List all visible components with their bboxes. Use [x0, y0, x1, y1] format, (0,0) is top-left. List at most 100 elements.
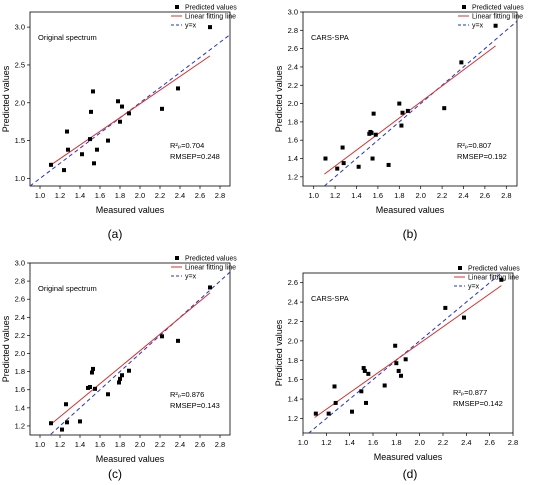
x-tick-label: 1.4	[75, 440, 85, 449]
linear-fit-line	[49, 55, 211, 166]
x-axis-label: Measured values	[96, 205, 165, 215]
linear-fit-line	[49, 292, 211, 426]
data-point	[90, 370, 94, 375]
x-tick-label: 2.0	[415, 191, 425, 200]
y-tick-label: 2.6	[288, 44, 298, 53]
x-axis-label: Measured values	[374, 452, 443, 462]
data-point	[160, 106, 164, 111]
data-point	[91, 89, 95, 94]
panel-label: (a)	[108, 227, 123, 241]
data-point	[313, 411, 318, 416]
data-point	[394, 361, 399, 366]
data-point	[369, 130, 374, 135]
rmsep-label: RMSEP=0.142	[453, 399, 503, 408]
x-tick-label: 2.8	[215, 191, 225, 200]
data-point	[62, 168, 66, 173]
x-tick-label: 1.2	[330, 191, 340, 200]
data-point	[386, 162, 391, 167]
y-tick-label: 2.0	[288, 336, 298, 345]
x-tick-label: 1.6	[95, 191, 105, 200]
legend-marker-predicted	[458, 266, 462, 270]
chart-panel-4: 1.0 1.2 1.4 1.6 1.8 2.0 2.2 2.4 2.6 2.8 1.2 1.4 1.6 1…	[274, 266, 520, 482]
x-tick-label: 1.8	[115, 191, 125, 200]
legend-label-predicted: Predicted values	[468, 266, 520, 273]
data-point	[106, 392, 110, 397]
x-tick-label: 1.8	[394, 191, 404, 200]
data-point	[89, 109, 93, 114]
inset-title: Original spectrum	[38, 284, 97, 293]
y-tick-label: 2.6	[288, 278, 298, 287]
plot-frame	[29, 262, 231, 436]
x-tick-label: 1.0	[35, 191, 45, 200]
chart-panel-3: 1.0 1.2 1.4 1.6 1.8 2.0 2.2 2.4 2.6 2.8 1.2 1.4 1.6 1…	[1, 256, 237, 482]
y-tick-label: 2.8	[15, 277, 25, 286]
data-point	[459, 60, 464, 65]
data-point	[176, 86, 180, 91]
x-tick-label: 2.2	[438, 438, 448, 447]
x-axis-label: Measured values	[376, 205, 445, 215]
data-point	[92, 161, 96, 166]
plot-frame	[29, 11, 231, 187]
data-point	[396, 368, 401, 373]
data-point	[91, 366, 95, 371]
x-tick-label: 2.4	[461, 438, 471, 447]
legend-label-predicted: Predicted values	[185, 256, 237, 263]
y-tick-label: 1.8	[288, 356, 298, 365]
x-tick-label: 2.8	[215, 440, 225, 449]
data-point	[442, 106, 447, 111]
y-tick-label: 2.0	[15, 349, 25, 358]
data-point	[340, 145, 345, 150]
data-point	[405, 108, 410, 113]
x-tick-label: 1.4	[75, 191, 85, 200]
y-tick-label: 1.2	[288, 414, 298, 423]
y-tick-label: 1.4	[15, 403, 25, 412]
y-tick-label: 3.0	[15, 259, 25, 268]
legend-marker-predicted	[175, 5, 179, 9]
y-tick-label: 2.5	[15, 60, 25, 69]
r2-label: R²ₚ=0.876	[170, 390, 204, 399]
legend-label-fit: Linear fitting line	[472, 14, 523, 21]
data-point	[106, 138, 110, 143]
data-point	[120, 104, 124, 109]
x-tick-label: 2.6	[195, 440, 205, 449]
data-point	[127, 111, 131, 116]
y-tick-label: 2.0	[288, 99, 298, 108]
x-tick-label: 2.6	[480, 191, 490, 200]
data-point	[366, 371, 371, 376]
rmsep-label: RMSEP=0.192	[457, 152, 507, 161]
inset-title: CARS-SPA	[311, 294, 349, 303]
data-point	[60, 427, 64, 432]
y-equals-x-line	[49, 271, 230, 435]
y-axis-label: Predicted values	[274, 65, 284, 132]
data-point	[323, 156, 328, 161]
chart-panel-1: 1.0 1.2 1.4 1.6 1.8 2.0 2.2 2.4 2.6 2.8 1.0 1.5 2.0 2…	[1, 5, 237, 242]
x-tick-label: 1.6	[368, 438, 378, 447]
y-tick-label: 2.4	[288, 298, 298, 307]
panel-label: (d)	[403, 467, 418, 481]
x-tick-label: 1.2	[55, 191, 65, 200]
data-point	[88, 385, 92, 390]
y-equals-x-line	[323, 20, 517, 186]
y-tick-label: 2.8	[288, 26, 298, 35]
data-point	[493, 23, 498, 28]
y-tick-label: 1.2	[15, 421, 25, 430]
data-point	[118, 119, 122, 124]
data-point	[443, 305, 448, 310]
x-tick-label: 2.6	[484, 438, 494, 447]
legend-label-fit: Linear fitting line	[185, 265, 236, 272]
x-tick-label: 1.6	[373, 191, 383, 200]
data-point	[88, 137, 92, 142]
inset-title: CARS-SPA	[311, 33, 349, 42]
data-point	[93, 386, 97, 391]
data-point	[359, 389, 364, 394]
y-tick-label: 1.4	[288, 395, 298, 404]
x-tick-label: 1.2	[55, 440, 65, 449]
plot-frame	[302, 11, 518, 187]
x-tick-label: 2.2	[437, 191, 447, 200]
x-tick-label: 1.8	[391, 438, 401, 447]
data-point	[373, 132, 378, 137]
data-point	[64, 402, 68, 407]
y-tick-label: 1.6	[288, 375, 298, 384]
data-point	[462, 315, 466, 320]
